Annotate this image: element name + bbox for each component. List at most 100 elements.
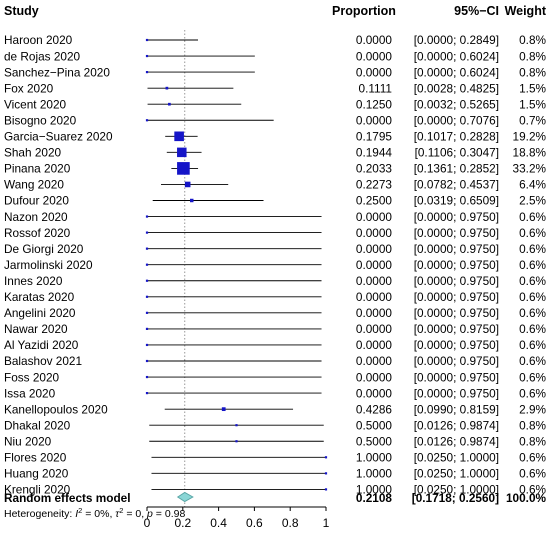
ci-value: [0.0250; 1.0000] (414, 451, 499, 465)
study-label: Kanellopoulos 2020 (4, 402, 108, 416)
weight-value: 33.2% (513, 162, 547, 176)
point-estimate (145, 359, 149, 363)
ci-value: [0.0000; 0.9750] (414, 306, 499, 320)
x-tick-label: 0.4 (210, 516, 227, 530)
proportion-value: 0.0000 (356, 370, 393, 384)
ci-column-header: 95%−CI (454, 4, 499, 18)
study-label: Vicent 2020 (4, 97, 67, 111)
weight-value: 18.8% (513, 146, 547, 160)
ci-value: [0.0000; 0.9750] (414, 338, 499, 352)
study-label: Shah 2020 (4, 146, 62, 160)
weight-value: 6.4% (519, 178, 546, 192)
study-label: Balashov 2021 (4, 354, 82, 368)
weight-value: 0.8% (519, 434, 546, 448)
point-estimate (145, 311, 149, 314)
weight-value: 0.6% (519, 306, 546, 320)
ci-value: [0.0250; 1.0000] (414, 467, 499, 481)
ci-value: [0.0000; 0.9750] (414, 210, 499, 224)
point-estimate (177, 162, 190, 175)
study-column-header: Study (4, 4, 39, 18)
weight-value: 0.6% (519, 386, 546, 400)
proportion-value: 0.0000 (356, 274, 393, 288)
ci-value: [0.0000; 0.9750] (414, 370, 499, 384)
proportion-value: 0.5000 (356, 418, 393, 432)
proportion-value: 0.1111 (359, 81, 392, 95)
weight-value: 0.8% (519, 33, 546, 47)
weight-value: 2.9% (519, 402, 546, 416)
het-tau-value: = 0, (123, 508, 147, 520)
weight-value: 0.6% (519, 322, 546, 336)
study-label: Dufour 2020 (4, 194, 69, 208)
weight-column-header: Weight (505, 4, 547, 18)
weight-value: 0.6% (519, 338, 546, 352)
ci-value: [0.0000; 0.9750] (414, 290, 499, 304)
point-estimate (145, 295, 149, 298)
point-estimate (145, 38, 149, 42)
proportion-value: 0.0000 (356, 306, 393, 320)
het-prefix: Heterogeneity: (4, 508, 75, 520)
het-i2-value: = 0%, (82, 508, 115, 520)
proportion-value: 0.2033 (356, 162, 393, 176)
study-label: Sanchez−Pina 2020 (4, 65, 110, 79)
proportion-value: 1.0000 (356, 483, 393, 497)
weight-value: 0.6% (519, 258, 546, 272)
weight-value: 2.5% (519, 194, 546, 208)
proportion-value: 0.5000 (356, 434, 393, 448)
proportion-value: 0.0000 (356, 386, 393, 400)
point-estimate (145, 279, 149, 282)
x-tick-label: 0.2 (174, 516, 191, 530)
weight-value: 0.6% (519, 274, 546, 288)
ci-value: [0.1361; 0.2852] (414, 162, 499, 176)
proportion-value: 0.0000 (356, 226, 393, 240)
proportion-value: 0.0000 (356, 338, 393, 352)
weight-value: 0.6% (519, 467, 546, 481)
ci-value: [0.1106; 0.3047] (415, 146, 499, 160)
point-estimate (145, 215, 149, 218)
study-label: Nazon 2020 (4, 210, 68, 224)
study-label: Wang 2020 (4, 178, 64, 192)
ci-value: [0.0000; 0.7076] (414, 113, 499, 127)
het-tau-sup: 2 (119, 506, 123, 515)
ci-value: [0.0032; 0.5265] (414, 97, 499, 111)
proportion-value: 0.0000 (356, 242, 393, 256)
proportion-value: 0.1250 (356, 97, 393, 111)
proportion-value: 0.0000 (356, 65, 393, 79)
weight-value: 1.5% (519, 97, 546, 111)
ci-value: [0.0126; 0.9874] (414, 418, 499, 432)
proportion-value: 0.0000 (356, 33, 393, 47)
ci-value: [0.0000; 0.9750] (414, 258, 499, 272)
study-label: Krengli 2020 (4, 483, 71, 497)
proportion-value: 0.0000 (356, 210, 393, 224)
weight-value: 0.6% (519, 354, 546, 368)
proportion-value: 1.0000 (356, 467, 393, 481)
ci-value: [0.0000; 0.6024] (414, 49, 499, 63)
het-tau-symbol: τ (115, 508, 120, 520)
x-axis-ticks: 0 0.2 0.4 0.6 0.8 1 (144, 507, 330, 530)
weight-value: 0.6% (519, 210, 546, 224)
weight-value: 0.8% (519, 65, 546, 79)
x-tick-label: 0.8 (282, 516, 299, 530)
ci-value: [0.0250; 1.0000] (414, 483, 499, 497)
point-estimate (324, 488, 328, 491)
proportion-value: 0.0000 (356, 49, 393, 63)
proportion-value: 0.0000 (356, 258, 393, 272)
weight-value: 0.8% (519, 49, 546, 63)
ci-value: [0.0028; 0.4825] (414, 81, 499, 95)
study-label: Huang 2020 (4, 467, 69, 481)
proportion-value: 0.4286 (356, 402, 393, 416)
point-estimate (145, 231, 149, 234)
study-label: Niu 2020 (4, 434, 52, 448)
proportion-value: 0.2500 (356, 194, 393, 208)
summary-ci: [0.1718; 0.2560] (412, 491, 499, 505)
summary-proportion: 0.2108 (356, 491, 393, 505)
weight-value: 0.6% (519, 483, 546, 497)
point-estimate (174, 131, 184, 142)
ci-value: [0.0000; 0.2849] (414, 33, 499, 47)
study-label: Angelini 2020 (4, 306, 76, 320)
study-label: Al Yazidi 2020 (4, 338, 79, 352)
point-estimate (145, 247, 149, 250)
study-label: Foss 2020 (4, 370, 60, 384)
study-label: de Rojas 2020 (4, 49, 81, 63)
study-label: Bisogno 2020 (4, 113, 77, 127)
point-estimate (324, 456, 328, 459)
